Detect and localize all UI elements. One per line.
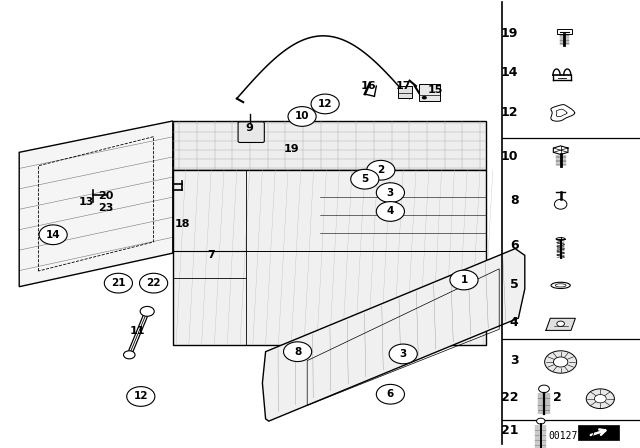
- Text: 18: 18: [175, 219, 190, 229]
- Circle shape: [311, 94, 339, 114]
- Circle shape: [557, 321, 564, 327]
- Polygon shape: [19, 121, 173, 287]
- Circle shape: [351, 169, 379, 189]
- Text: 12: 12: [501, 105, 518, 119]
- Bar: [419, 84, 440, 101]
- Circle shape: [554, 357, 568, 367]
- Circle shape: [376, 183, 404, 202]
- Text: 3: 3: [510, 353, 518, 367]
- Circle shape: [376, 384, 404, 404]
- Text: 15: 15: [428, 85, 443, 95]
- Text: 11: 11: [130, 326, 145, 336]
- Circle shape: [104, 273, 132, 293]
- Circle shape: [586, 389, 614, 409]
- Circle shape: [536, 418, 545, 424]
- Circle shape: [376, 202, 404, 221]
- Text: 14: 14: [501, 66, 518, 79]
- Text: 4: 4: [509, 316, 518, 329]
- Ellipse shape: [556, 237, 565, 241]
- Bar: [557, 30, 572, 34]
- Text: 2: 2: [377, 165, 385, 175]
- Text: 7: 7: [207, 250, 215, 260]
- Text: 6: 6: [387, 389, 394, 399]
- Circle shape: [367, 160, 395, 180]
- Text: 13: 13: [79, 198, 94, 207]
- Text: 9: 9: [246, 123, 253, 133]
- Text: 22: 22: [501, 391, 518, 404]
- Polygon shape: [262, 249, 525, 421]
- Text: 19: 19: [284, 144, 299, 154]
- Circle shape: [422, 96, 427, 99]
- Circle shape: [127, 387, 155, 406]
- Text: 1: 1: [460, 275, 468, 285]
- Text: 19: 19: [501, 27, 518, 40]
- Text: 8: 8: [294, 347, 301, 357]
- Text: 2: 2: [553, 391, 562, 404]
- Circle shape: [284, 342, 312, 362]
- Text: 21: 21: [111, 278, 125, 288]
- Polygon shape: [546, 318, 575, 331]
- Polygon shape: [173, 170, 486, 345]
- Circle shape: [539, 385, 549, 392]
- Text: 12: 12: [134, 392, 148, 401]
- Text: 5: 5: [509, 278, 518, 291]
- FancyBboxPatch shape: [238, 122, 264, 142]
- Text: 4: 4: [387, 207, 394, 216]
- Text: 17: 17: [396, 81, 411, 91]
- Text: 00127142: 00127142: [548, 431, 595, 441]
- Text: 22: 22: [147, 278, 161, 288]
- Circle shape: [140, 306, 154, 316]
- Text: 14: 14: [46, 230, 60, 240]
- Circle shape: [288, 107, 316, 126]
- Circle shape: [389, 344, 417, 364]
- Circle shape: [545, 351, 577, 373]
- Text: 23: 23: [98, 203, 113, 213]
- Text: 3: 3: [399, 349, 407, 359]
- Text: 8: 8: [510, 194, 518, 207]
- Text: 6: 6: [510, 239, 518, 252]
- Polygon shape: [173, 121, 486, 170]
- Bar: [398, 86, 412, 98]
- Circle shape: [595, 395, 606, 403]
- Text: 10: 10: [295, 112, 309, 121]
- Text: 21: 21: [501, 424, 518, 438]
- Circle shape: [140, 273, 168, 293]
- Ellipse shape: [551, 282, 570, 289]
- Text: 12: 12: [318, 99, 332, 109]
- Bar: [578, 425, 619, 440]
- Text: 16: 16: [360, 81, 376, 91]
- Ellipse shape: [554, 199, 567, 209]
- Polygon shape: [554, 146, 568, 155]
- Text: 3: 3: [387, 188, 394, 198]
- Text: 10: 10: [501, 150, 518, 164]
- Text: 5: 5: [361, 174, 369, 184]
- Circle shape: [450, 270, 478, 290]
- Circle shape: [124, 351, 135, 359]
- Circle shape: [39, 225, 67, 245]
- Text: 20: 20: [98, 191, 113, 201]
